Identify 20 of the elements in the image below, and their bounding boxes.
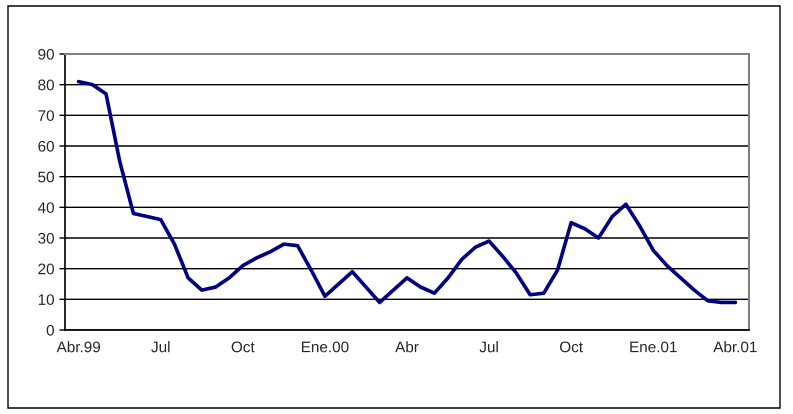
y-tick-label: 10 <box>38 294 54 306</box>
x-tick-label: Ene.01 <box>630 342 677 352</box>
y-tick-label: 40 <box>38 202 54 214</box>
x-tick-label: Jul <box>151 341 170 352</box>
y-tick-label: 90 <box>38 48 54 60</box>
y-tick-label: 20 <box>38 264 54 274</box>
x-tick-label: Ene.00 <box>302 342 349 352</box>
y-tick-label: 80 <box>38 80 54 90</box>
x-tick-label: Oct <box>560 342 583 352</box>
y-tick-label: 50 <box>38 172 54 182</box>
y-tick-label: 0 <box>46 324 54 336</box>
x-tick-label: Abr.99 <box>56 341 100 352</box>
y-tick-label: 30 <box>38 232 54 244</box>
x-tick-label: Jul <box>480 341 498 352</box>
y-tick-label: 60 <box>38 140 54 152</box>
x-tick-label: Abr <box>395 341 419 352</box>
y-tick-label: 70 <box>38 110 54 122</box>
x-tick-label: Abr.01 <box>713 341 757 352</box>
line-series <box>76 80 738 304</box>
x-tick-label: Oct <box>232 342 255 352</box>
